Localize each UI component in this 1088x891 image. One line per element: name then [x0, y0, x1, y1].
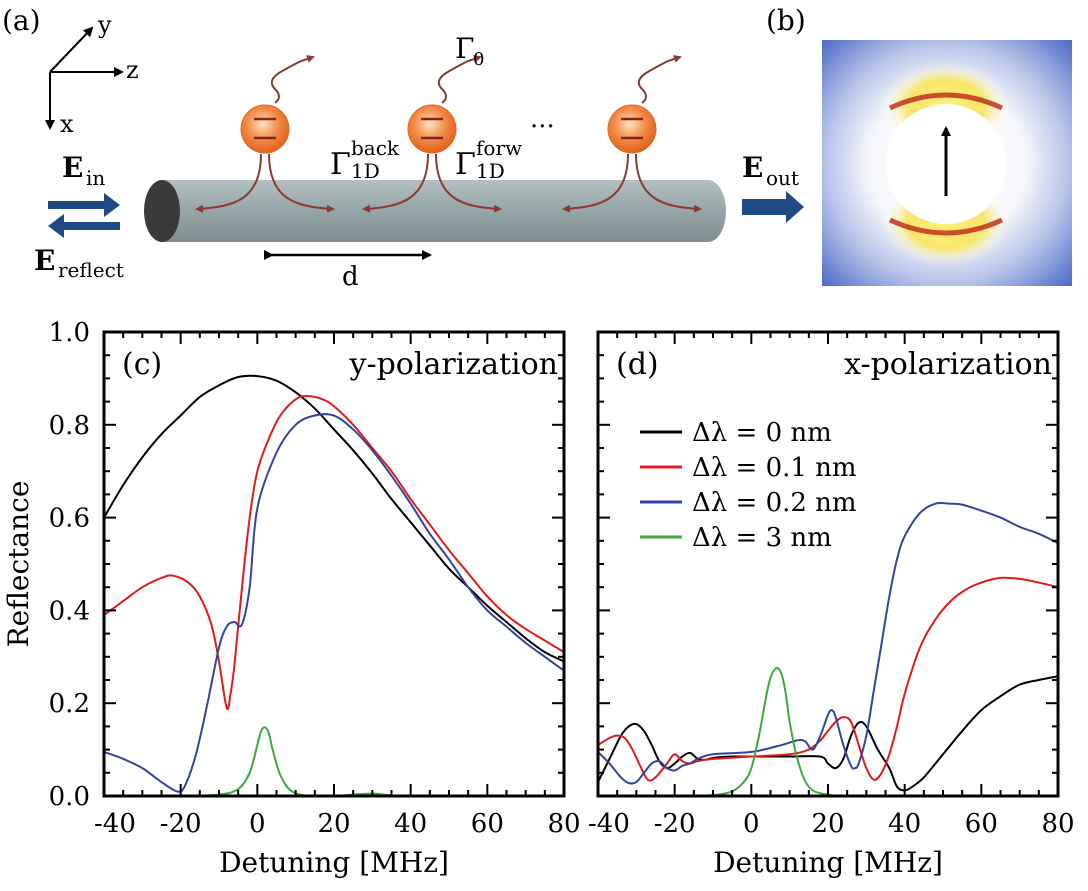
- x-tick-label: 20: [317, 809, 350, 839]
- series-line-0: [598, 675, 1058, 792]
- panel-b-field-profile: (b): [766, 4, 1072, 286]
- legend-entry: Δλ = 0 nm: [692, 418, 832, 448]
- gamma-0-label: Γ 0: [455, 32, 484, 70]
- x-tick-label: 0: [743, 809, 760, 839]
- x-tick-label: -20: [160, 809, 202, 839]
- svg-text:E: E: [742, 151, 763, 184]
- y-axis-label: Reflectance: [2, 481, 35, 648]
- legend-entry: Δλ = 0.2 nm: [692, 488, 857, 518]
- x-tick-label: 40: [888, 809, 921, 839]
- series-line-1: [598, 576, 1058, 782]
- atom: [407, 104, 457, 154]
- svg-text:0: 0: [473, 49, 484, 70]
- series-line-2: [104, 413, 564, 793]
- panel-a-schematic: (a) y z x Γ 0 Γ back 1D Γ: [2, 4, 804, 292]
- y-tick-label: 0.2: [49, 689, 90, 719]
- free-space-decay-arrow: [437, 55, 482, 104]
- svg-text:Γ: Γ: [455, 147, 476, 182]
- x-axis-label: Detuning [MHz]: [219, 846, 449, 879]
- x-axis-label: Detuning [MHz]: [713, 846, 943, 879]
- field-peak-bottom: [888, 217, 1004, 236]
- legend-entry: Δλ = 0.1 nm: [692, 453, 857, 483]
- x-tick-label: 20: [811, 809, 844, 839]
- fiber-end-face: [144, 180, 180, 242]
- forward-decay-arrow: [268, 153, 335, 213]
- legend: Δλ = 0 nm Δλ = 0.1 nm Δλ = 0.2 nm Δλ = 3 nm: [640, 418, 857, 553]
- svg-text:E: E: [62, 151, 83, 184]
- spacing-label: d: [342, 262, 359, 292]
- panel-a-label: (a): [2, 4, 41, 37]
- coordinate-axes: [45, 26, 124, 130]
- legend-entry: Δλ = 3 nm: [692, 523, 832, 553]
- series-line-1: [104, 395, 564, 711]
- e-in-arrow: [48, 193, 120, 217]
- svg-text:in: in: [86, 166, 105, 190]
- panel-label: (c): [122, 347, 162, 382]
- free-space-decay-arrow: [270, 55, 315, 104]
- atom-array: [240, 104, 657, 154]
- panel-label: (d): [616, 347, 659, 382]
- svg-text:1D: 1D: [476, 159, 505, 183]
- svg-text:forw: forw: [476, 136, 522, 160]
- series-group: [104, 374, 564, 796]
- y-tick-label: 0.6: [49, 504, 90, 534]
- optical-fiber: [144, 180, 726, 242]
- plot-frame: [102, 330, 566, 798]
- e-reflect-label: E reflect: [34, 244, 124, 282]
- e-out-arrow: [742, 191, 804, 223]
- svg-text:Γ: Γ: [455, 32, 474, 65]
- y-tick-label: 0.0: [49, 782, 90, 812]
- ellipsis: ···: [530, 112, 555, 142]
- x-tick-label: 60: [965, 809, 998, 839]
- e-in-label: E in: [62, 151, 105, 190]
- atom: [607, 104, 657, 154]
- x-tick-label: 80: [547, 809, 580, 839]
- chart-title: x-polarization: [844, 347, 1052, 382]
- forward-decay-arrow: [635, 153, 702, 213]
- backward-decay-arrow: [195, 153, 262, 213]
- x-tick-label: -40: [94, 809, 136, 839]
- backward-decay-arrow: [362, 153, 429, 213]
- series-line-0: [104, 374, 564, 663]
- x-tick-label: 60: [471, 809, 504, 839]
- chart-d-x-polarization: -40 -20 0 20 40 60 80 Detuning [MHz] (d) x-polari…: [588, 330, 1075, 879]
- chart-c-y-polarization: -40 -20 0 20 40 60 80 0.0 0.2 0.4 0.6 0.8 1.0 Detunin…: [2, 318, 581, 879]
- e-reflect-arrow: [48, 214, 120, 238]
- panel-b-label: (b): [766, 4, 806, 37]
- y-tick-label: 1.0: [49, 318, 90, 348]
- axis-y-label: y: [97, 11, 112, 39]
- x-tick-label: -20: [654, 809, 696, 839]
- y-tick-label: 0.8: [49, 411, 90, 441]
- series-line-3: [104, 726, 564, 796]
- decay-arrows: [195, 55, 702, 213]
- free-space-decay-arrow: [637, 55, 682, 104]
- x-tick-label: 80: [1041, 809, 1074, 839]
- y-tick-label: 0.4: [49, 596, 90, 626]
- svg-text:reflect: reflect: [58, 258, 124, 282]
- svg-text:out: out: [766, 166, 799, 190]
- svg-text:back: back: [351, 136, 400, 160]
- svg-text:E: E: [34, 244, 55, 277]
- series-group: [598, 501, 1058, 796]
- axis-z-label: z: [126, 56, 139, 84]
- x-tick-label: 40: [394, 809, 427, 839]
- svg-text:Γ: Γ: [330, 147, 351, 182]
- forward-decay-arrow: [435, 153, 502, 213]
- field-peak-top: [888, 92, 1004, 111]
- x-tick-label: 0: [249, 809, 266, 839]
- plot-frame: [596, 330, 1060, 798]
- series-line-2: [598, 501, 1058, 785]
- fiber-body: [162, 180, 726, 242]
- x-tick-label: -40: [588, 809, 630, 839]
- gamma-forw-label: Γ forw 1D: [455, 136, 522, 183]
- axis-x-label: x: [60, 110, 74, 138]
- e-out-label: E out: [742, 151, 799, 190]
- backward-decay-arrow: [562, 153, 629, 213]
- atom: [240, 104, 290, 154]
- y-axis-arrow: [49, 26, 94, 73]
- gamma-back-label: Γ back 1D: [330, 136, 400, 183]
- chart-title: y-polarization: [349, 347, 559, 382]
- svg-text:1D: 1D: [351, 159, 380, 183]
